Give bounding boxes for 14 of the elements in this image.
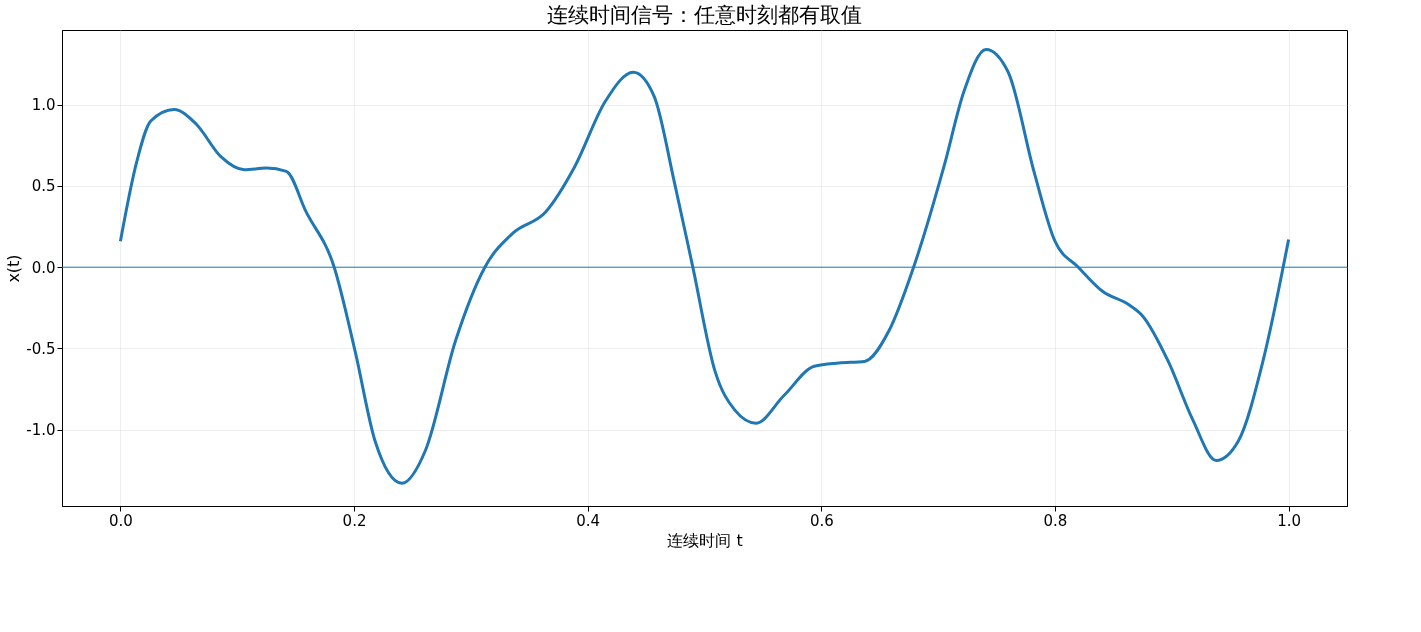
x-tick-label: 0.2 [342, 511, 367, 530]
x-tick-label: 1.0 [1277, 511, 1302, 530]
y-tick-label: -1.0 [26, 421, 56, 440]
x-tick-label: 0.0 [108, 511, 133, 530]
x-tick-label: 0.8 [1043, 511, 1068, 530]
chart-title: 连续时间信号：任意时刻都有取值 [547, 3, 862, 27]
y-tick-label: 0.5 [31, 177, 56, 196]
x-tick-label: 0.6 [809, 511, 834, 530]
y-tick-label: 1.0 [31, 96, 56, 115]
y-tick-label: 0.0 [31, 258, 56, 277]
y-axis-title: x(t) [4, 254, 24, 283]
y-tick-label: -0.5 [26, 339, 56, 358]
x-axis-title: 连续时间 t [667, 530, 743, 550]
x-tick-label: 0.4 [576, 511, 601, 530]
